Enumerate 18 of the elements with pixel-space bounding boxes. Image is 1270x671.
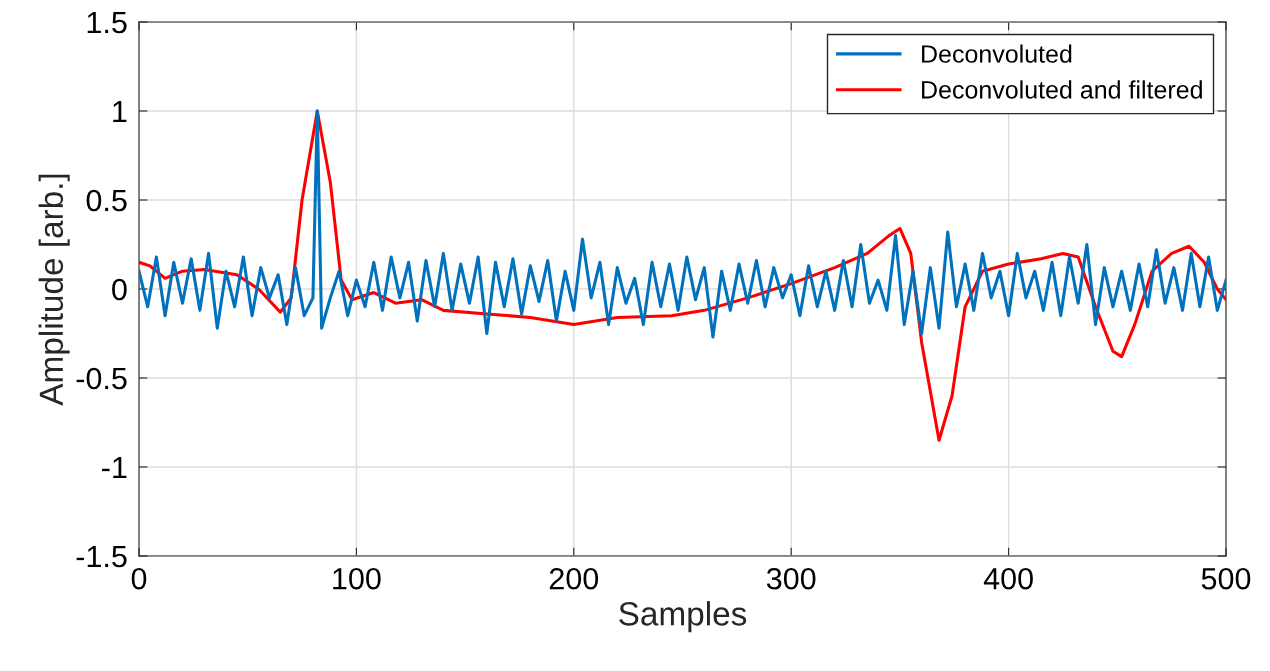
legend-label: Deconvoluted <box>922 44 1072 63</box>
y-tick-label: -1 <box>102 457 127 479</box>
x-tick-label: 500 <box>1201 567 1251 590</box>
y-tick-label: 1 <box>113 101 127 123</box>
line-series <box>139 109 1226 339</box>
x-tick-label: 400 <box>983 567 1033 590</box>
y-tick-label: 0.5 <box>86 189 127 212</box>
legend-label: Deconvoluted and filtered <box>922 80 1202 99</box>
y-axis-title: Amplitude [arb.] <box>38 174 70 406</box>
x-tick-label: 0 <box>131 567 147 590</box>
y-tick-label: -1.5 <box>76 546 127 568</box>
x-tick-label: 300 <box>766 567 816 590</box>
y-tick-label: -0.5 <box>76 367 127 390</box>
x-axis-title: Samples <box>619 601 747 633</box>
x-tick-label: 200 <box>549 567 599 590</box>
y-tick-label: 1.5 <box>87 12 127 34</box>
x-tick-label: 100 <box>333 567 381 590</box>
y-tick-label: 0 <box>112 278 127 301</box>
